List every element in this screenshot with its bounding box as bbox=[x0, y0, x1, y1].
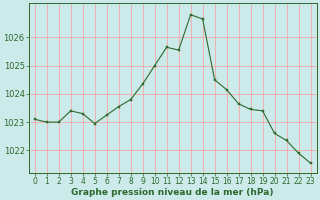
X-axis label: Graphe pression niveau de la mer (hPa): Graphe pression niveau de la mer (hPa) bbox=[71, 188, 274, 197]
